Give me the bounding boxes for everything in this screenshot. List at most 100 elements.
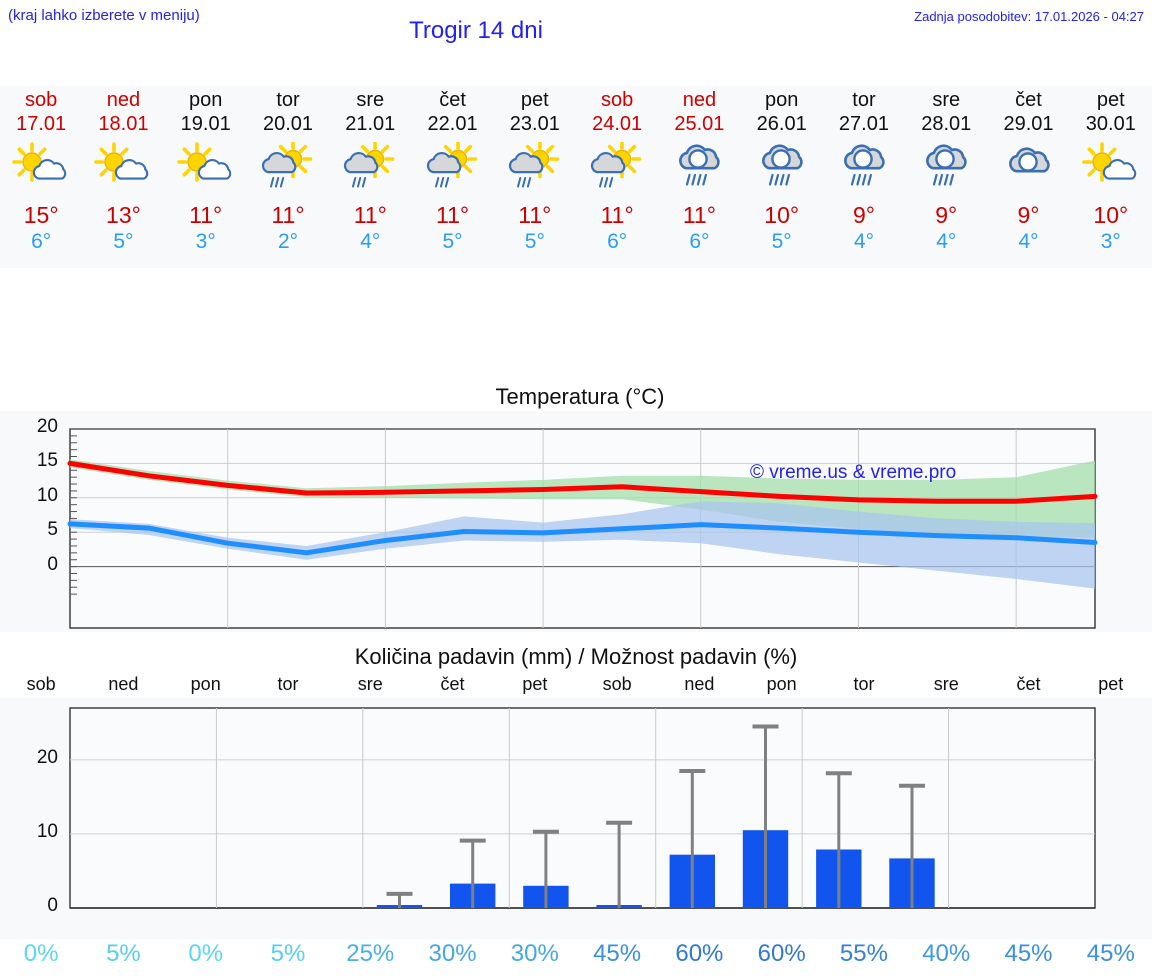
sun-behind-cloud-icon [1070,138,1152,198]
precipitation-chart-title: Količina padavin (mm) / Možnost padavin … [354,644,798,669]
sun-behind-rain-cloud-icon [494,138,576,198]
day-column-10[interactable]: tor 27.01 9° 4° [823,86,905,268]
precip-day-label-6: pet [522,674,548,694]
day-column-12[interactable]: čet 29.01 9° 4° [987,86,1069,268]
day-low-temp: 3° [195,230,216,253]
svg-text:© vreme.us & vreme.pro: © vreme.us & vreme.pro [750,462,956,483]
day-high-temp: 11° [518,202,552,228]
daily-forecast-strip: sob 17.01 15° 6° ned 18.01 13° 5° pon 19.01 11° 3° t… [0,86,1152,268]
day-column-9[interactable]: pon 26.01 10° 5° [741,86,823,268]
precip-day-label-2: pon [190,674,221,694]
precip-day-label-4: sre [357,674,383,694]
precip-day-label-11: sre [933,674,959,694]
precip-probability-6: 30% [510,940,559,967]
day-high-temp: 9° [1017,202,1040,228]
precip-probability-0: 0% [23,940,59,967]
temperature-chart-title: Temperatura (°C) [495,384,665,409]
page-header: (kraj lahko izberete v meniju) Trogir 14… [0,0,1152,56]
precip-probability-3: 5% [270,940,306,967]
precip-day-label-12: čet [1016,674,1041,694]
temperature-plot: © vreme.us & vreme.pro 0 5 10 15 20 [0,411,1152,632]
day-name: sre [932,89,961,111]
day-high-temp: 11° [353,202,387,228]
cloud-icon [987,138,1069,198]
rain-cloud-icon [905,138,987,198]
day-high-temp: 9° [852,202,875,228]
day-column-1[interactable]: ned 18.01 13° 5° [82,86,164,268]
day-low-temp: 4° [853,230,874,253]
sun-behind-cloud-icon [0,138,82,198]
precipitation-probability-row: 0% 5% 0% 5% 25% 30% 30% 45% 60% 60% 55% 40% 45% 45% [0,940,1152,980]
day-date: 30.01 [1085,113,1136,135]
day-column-13[interactable]: pet 30.01 10° 3° [1070,86,1152,268]
day-date: 21.01 [345,113,396,135]
day-high-temp: 9° [935,202,958,228]
day-name: pet [520,89,549,111]
day-high-temp: 11° [682,202,716,228]
precip-probability-2: 0% [188,940,224,967]
rain-cloud-icon [658,138,740,198]
day-date: 19.01 [180,113,231,135]
precip-probability-7: 45% [593,940,642,967]
day-column-11[interactable]: sre 28.01 9° 4° [905,86,987,268]
day-date: 20.01 [262,113,314,135]
sun-behind-rain-cloud-icon [329,138,411,198]
rain-cloud-icon [741,138,823,198]
precip-probability-5: 30% [428,940,477,967]
day-column-7[interactable]: sob 24.01 11° 6° [576,86,658,268]
day-high-temp: 11° [271,202,305,228]
last-update-text: Zadnja posodobitev: 17.01.2026 - 04:27 [914,9,1144,24]
sun-behind-cloud-icon [165,138,247,198]
day-name: tor [852,89,876,111]
sun-behind-rain-cloud-icon [247,138,329,198]
day-column-0[interactable]: sob 17.01 15° 6° [0,86,82,268]
precip-day-label-5: čet [440,674,465,694]
day-column-4[interactable]: sre 21.01 11° 4° [329,86,411,268]
day-date: 27.01 [838,113,889,135]
sun-behind-rain-cloud-icon [576,138,658,198]
day-name: čet [439,89,466,111]
day-column-8[interactable]: ned 25.01 11° 6° [658,86,740,268]
sun-behind-cloud-icon [82,138,164,198]
precip-day-label-8: ned [684,674,715,694]
temperature-y-tick-0: 0 [47,553,58,575]
rain-cloud-icon [823,138,905,198]
day-low-temp: 2° [277,230,299,253]
day-column-3[interactable]: tor 20.01 11° 2° [247,86,329,268]
day-date: 26.01 [756,113,807,135]
day-low-temp: 5° [771,230,792,253]
page-title: Trogir 14 dni [409,17,543,44]
precip-y-tick-10: 10 [36,820,58,842]
precip-probability-12: 45% [1004,940,1053,967]
day-name: pet [1096,89,1125,111]
day-column-5[interactable]: čet 22.01 11° 5° [411,86,493,268]
temperature-y-tick-20: 20 [36,416,58,437]
day-high-temp: 11° [189,202,223,228]
precipitation-plot: 0 10 20 [0,698,1152,939]
day-high-temp: 13° [106,202,141,228]
day-high-temp: 11° [436,202,470,228]
day-high-temp: 11° [600,202,634,228]
day-name: ned [682,89,717,111]
day-name: pon [189,89,223,111]
day-date: 28.01 [921,113,972,135]
day-date: 24.01 [592,113,643,135]
day-low-temp: 3° [1100,230,1121,253]
day-column-2[interactable]: pon 19.01 11° 3° [165,86,247,268]
day-date: 17.01 [16,113,67,135]
day-name: čet [1015,89,1042,111]
day-date: 23.01 [509,113,560,135]
day-low-temp: 6° [689,230,710,253]
day-column-6[interactable]: pet 23.01 11° 5° [494,86,576,268]
day-low-temp: 4° [360,230,381,253]
temperature-y-tick-5: 5 [47,519,58,541]
menu-hint-text: (kraj lahko izberete v meniju) [8,7,200,24]
precip-day-label-0: sob [26,674,56,694]
precip-day-label-3: tor [277,674,299,694]
day-name: pon [764,89,799,111]
day-low-temp: 5° [442,230,463,253]
precip-day-label-10: tor [853,674,875,694]
precip-probability-10: 55% [839,940,888,967]
precip-probability-11: 40% [922,940,971,967]
precip-day-label-1: ned [108,674,139,694]
